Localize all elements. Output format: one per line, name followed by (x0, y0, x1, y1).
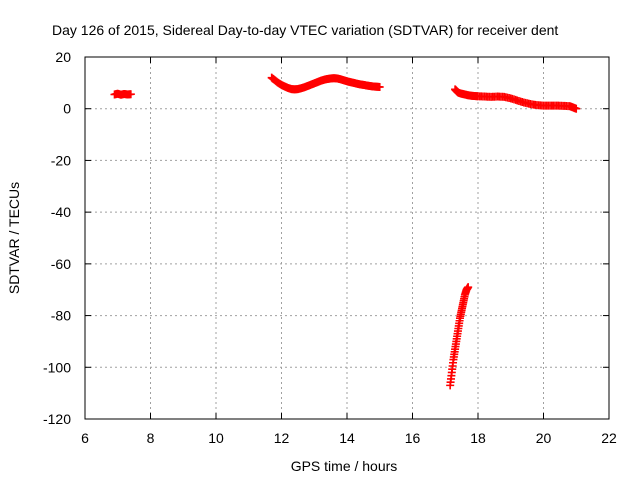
data-point (375, 82, 384, 91)
y-tick-label: 20 (55, 49, 71, 65)
y-tick-label: -20 (51, 152, 71, 168)
x-tick-label: 18 (470, 430, 486, 446)
x-tick-labels: 6 8 10 12 14 16 18 20 22 (81, 430, 617, 446)
y-tick-label: -60 (51, 256, 71, 272)
data-point (572, 104, 581, 113)
x-tick-label: 22 (601, 430, 617, 446)
series-segment-3 (446, 283, 473, 390)
x-tick-label: 14 (339, 430, 355, 446)
y-axis-title: SDTVAR / TECUs (6, 182, 22, 294)
y-tick-label: -80 (51, 308, 71, 324)
series-segment-2 (267, 73, 384, 94)
chart-title: Day 126 of 2015, Sidereal Day-to-day VTE… (52, 22, 558, 38)
y-tick-label: -40 (51, 204, 71, 220)
axis-ticks (84, 56, 610, 420)
y-tick-label: 0 (63, 101, 71, 117)
y-tick-label: -100 (43, 359, 71, 375)
data-point (464, 283, 473, 292)
x-tick-label: 8 (147, 430, 155, 446)
data-points (110, 73, 581, 390)
x-tick-label: 16 (405, 430, 421, 446)
x-axis-title: GPS time / hours (291, 458, 398, 474)
x-tick-label: 10 (208, 430, 224, 446)
data-point (126, 90, 135, 99)
x-tick-label: 20 (536, 430, 552, 446)
x-tick-label: 6 (81, 430, 89, 446)
x-tick-label: 12 (274, 430, 290, 446)
series-segment-1 (110, 89, 135, 99)
series-segment-4 (451, 85, 581, 113)
grid (85, 57, 609, 419)
y-tick-label: -120 (43, 411, 71, 427)
y-tick-labels: -120 -100 -80 -60 -40 -20 0 20 (43, 49, 71, 427)
